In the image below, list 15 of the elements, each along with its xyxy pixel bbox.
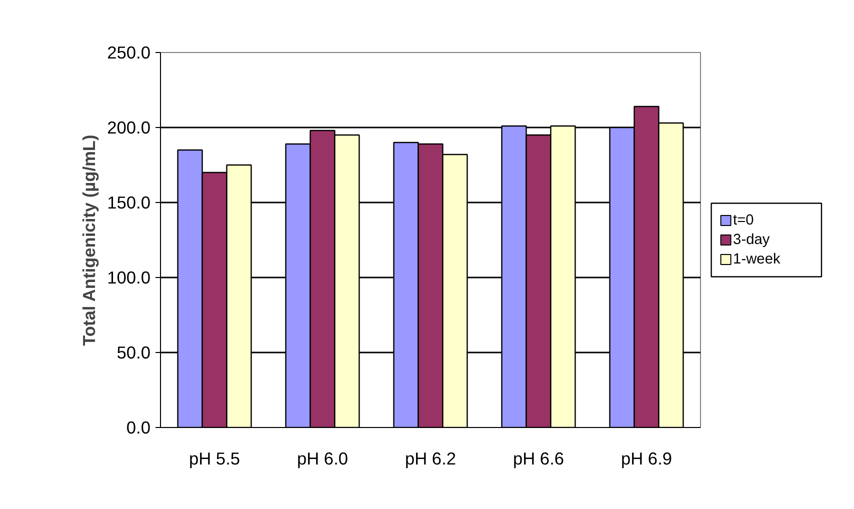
y-tick-label: 200.0 <box>107 118 151 138</box>
y-tick-label: 0.0 <box>126 418 151 438</box>
x-tick-label: pH 5.5 <box>188 448 240 468</box>
x-tick-label: pH 6.0 <box>296 448 348 468</box>
y-tick-label: 150.0 <box>107 192 151 212</box>
x-tick-label: pH 6.2 <box>404 448 456 468</box>
legend-label: 1-week <box>733 252 781 268</box>
legend-label: t=0 <box>733 212 754 228</box>
y-axis-title: Total Antigenicity (µg/mL) <box>79 134 100 346</box>
x-tick-label: pH 6.9 <box>620 448 672 468</box>
x-tick-label: pH 6.6 <box>512 448 564 468</box>
y-tick-label: 50.0 <box>116 342 151 362</box>
legend-label: 3-day <box>733 232 770 248</box>
y-tick-label: 100.0 <box>107 268 151 288</box>
y-tick-label: 250.0 <box>107 42 151 62</box>
